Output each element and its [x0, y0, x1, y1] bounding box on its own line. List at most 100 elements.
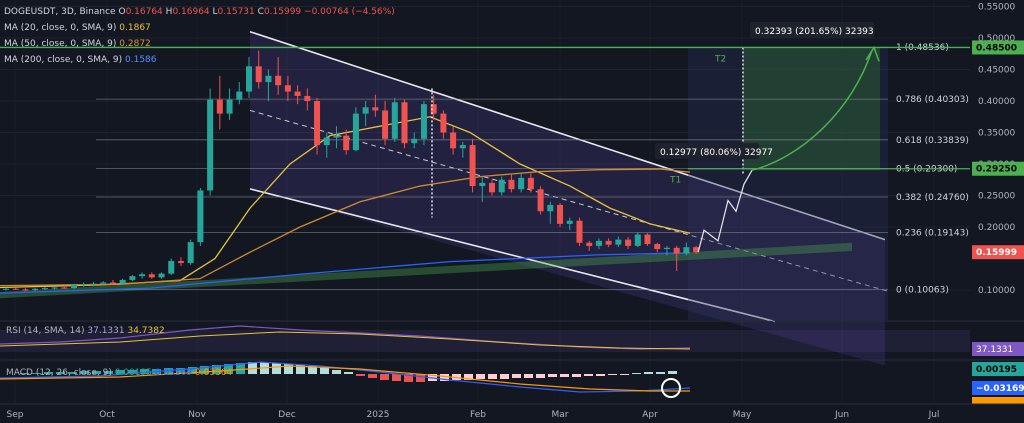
- macd-histogram-bar: [176, 368, 185, 374]
- macd-histogram-bar: [116, 370, 125, 374]
- macd-histogram-bar: [344, 372, 353, 374]
- macd-label-row[interactable]: MACD (12, 26, close, 9) 0.00195 0.03169 …: [6, 368, 232, 378]
- macd-histogram-bar: [608, 374, 617, 375]
- t2-label: T2: [714, 54, 726, 64]
- candle-down: [294, 91, 301, 96]
- candle-down: [440, 113, 447, 133]
- measure-box-2[interactable]: [750, 22, 874, 38]
- candle-up: [71, 284, 78, 289]
- macd-value-1: 0.00195: [114, 368, 152, 378]
- fib-retracement[interactable]: 1 (0.48536) 0.786 (0.40303) 0.618 (0.33839…: [0, 43, 969, 320]
- candle-down: [22, 289, 29, 291]
- macd-histogram-bar: [452, 374, 461, 380]
- price-tick-label: 0.35000: [978, 129, 1015, 139]
- macd-badge-1[interactable]: [972, 362, 1024, 376]
- macd-histogram-bar: [236, 363, 245, 374]
- annotations[interactable]: T2 T1 0.12977 (80.06%) 32977 0.32393 (201.6…: [0, 22, 970, 253]
- candle-down: [372, 107, 379, 111]
- time-tick-label: May: [733, 410, 752, 420]
- candle-up: [187, 242, 194, 263]
- candle-up: [411, 138, 418, 144]
- ma200-line: [0, 252, 691, 294]
- macd-badge-1-text: 0.00195: [976, 365, 1017, 375]
- channel-upper-line[interactable]: [249, 30, 886, 241]
- candle-down: [527, 177, 534, 190]
- macd-histogram-bar: [548, 374, 557, 377]
- macd-histogram-bar: [524, 374, 533, 378]
- measure-box-1[interactable]: [655, 143, 759, 159]
- fib-box: [688, 47, 888, 320]
- macd-histogram-bar: [212, 365, 221, 374]
- projection-path[interactable]: [697, 170, 753, 253]
- candle-up: [139, 274, 146, 277]
- symbol-label[interactable]: DOGEUSDT, 3D, Binance: [4, 7, 116, 17]
- price-badge-target-high[interactable]: [972, 40, 1024, 55]
- fib-level-label: 0.236 (0.19143): [896, 228, 969, 238]
- ma20-row[interactable]: MA (20, close, 0, SMA, 9) 0.1867: [4, 20, 395, 36]
- macd-histogram-bar: [404, 374, 413, 382]
- candle-up: [566, 220, 573, 224]
- macd-histogram-bar: [356, 374, 365, 376]
- candle-down: [314, 101, 321, 146]
- macd-histogram-bar: [92, 371, 101, 374]
- macd-histogram-bar: [44, 372, 53, 374]
- candle-up: [459, 145, 466, 149]
- chart-legend: DOGEUSDT, 3D, Binance O0.16764 H0.16964 …: [4, 4, 395, 68]
- ma20-label: MA (20, close, 0, SMA, 9): [4, 23, 117, 33]
- candle-down: [586, 242, 593, 246]
- candle-up: [333, 135, 340, 138]
- candle-down: [304, 95, 311, 101]
- candle-down: [508, 179, 515, 190]
- candle-up: [32, 288, 39, 290]
- price-axis[interactable]: 0.550000.500000.450000.400000.350000.300…: [970, 0, 1024, 404]
- macd-histogram-bar: [188, 367, 197, 374]
- price-badge-target-high-text: 0.48500: [976, 43, 1017, 53]
- macd-line: [0, 361, 691, 393]
- candle-down: [109, 282, 116, 284]
- macd-histogram-bar: [668, 371, 677, 374]
- candle-down: [343, 135, 350, 151]
- candle-up: [226, 99, 233, 114]
- macd-histogram-bar: [464, 374, 473, 380]
- fib-level-label: 0.786 (0.40303): [896, 95, 969, 105]
- macd-signal-line: [0, 365, 690, 392]
- macd-histogram-bar: [512, 374, 521, 378]
- candle-up: [634, 234, 641, 246]
- time-tick-label: Nov: [188, 410, 206, 420]
- price-badge-current-text: 0.15999: [976, 248, 1017, 258]
- ma50-row[interactable]: MA (50, close, 0, SMA, 9) 0.2872: [4, 36, 395, 52]
- macd-histogram-bar: [560, 374, 569, 377]
- candle-up: [518, 177, 525, 190]
- macd-histogram-bar: [500, 374, 509, 379]
- time-axis[interactable]: Sep Oct Nov Dec 2025 Feb Mar Apr May Jun Jul: [0, 403, 1024, 420]
- ma50-value: 0.2872: [119, 39, 151, 49]
- ma20-line: [0, 116, 691, 289]
- rsi-sma-value: 34.7382: [127, 326, 165, 336]
- candle-up: [90, 283, 97, 285]
- candle-down: [148, 274, 155, 278]
- candle-up: [595, 240, 602, 246]
- price-badge-target-mid[interactable]: [972, 161, 1024, 176]
- target-arrow[interactable]: [751, 50, 873, 172]
- candle-up: [100, 282, 107, 284]
- macd-badge-2-text: −0.03169: [976, 384, 1024, 394]
- macd-histogram-bar: [476, 374, 485, 379]
- open-label: O: [118, 7, 126, 17]
- macd-histogram-bar: [80, 371, 89, 374]
- low-label: L: [212, 7, 218, 17]
- price-badge-current[interactable]: [972, 245, 1024, 260]
- macd-badge-2[interactable]: [972, 381, 1024, 395]
- candle-down: [673, 247, 680, 254]
- price-tick-label: 0.45000: [978, 66, 1015, 76]
- moving-averages: [0, 116, 691, 294]
- close-label: C: [257, 7, 264, 17]
- candle-up: [119, 279, 126, 284]
- channel-fill: [250, 31, 885, 366]
- candle-down: [255, 66, 262, 83]
- measure-box-2-text: 0.32393 (201.65%) 32393: [755, 27, 874, 37]
- ma200-row[interactable]: MA (200, close, 0, SMA, 9) 0.1586: [4, 52, 395, 68]
- target-zone-box: [743, 47, 880, 171]
- indicator-panes: 37.1331: [0, 320, 1024, 404]
- rsi-label-row[interactable]: RSI (14, SMA, 14) 37.1331 34.7382: [6, 326, 165, 336]
